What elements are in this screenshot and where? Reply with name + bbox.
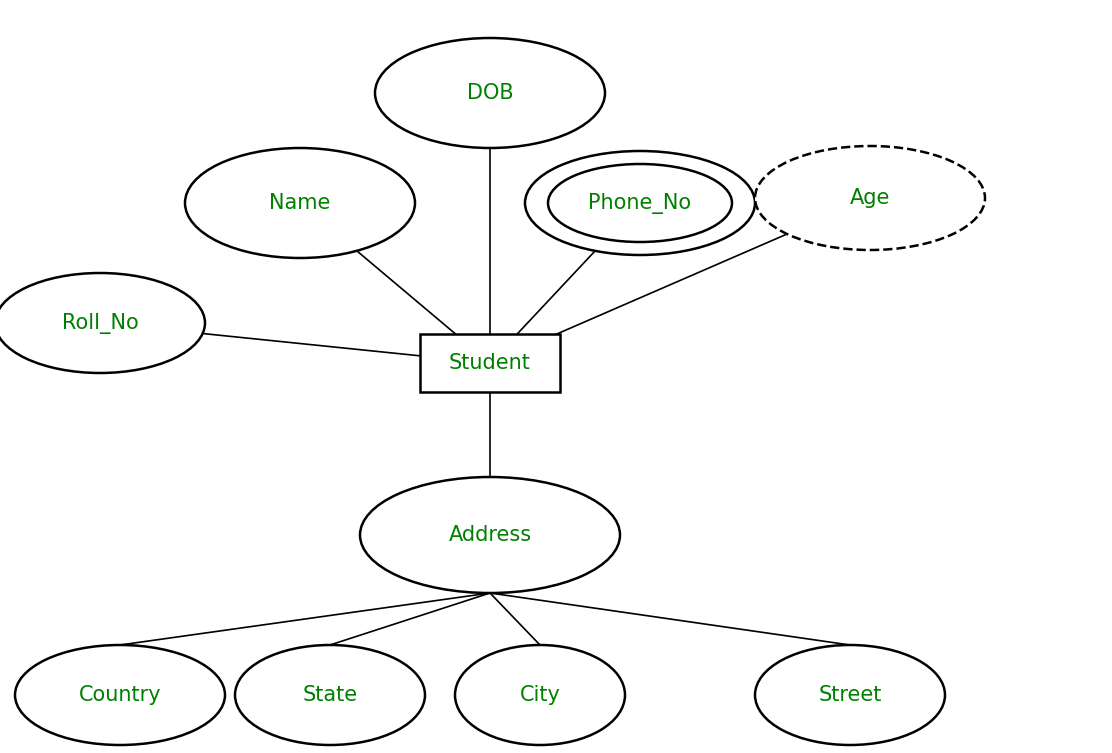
Ellipse shape bbox=[360, 477, 620, 593]
Ellipse shape bbox=[0, 273, 205, 373]
Ellipse shape bbox=[525, 151, 755, 255]
Ellipse shape bbox=[235, 645, 425, 745]
Text: DOB: DOB bbox=[467, 83, 514, 103]
Text: Street: Street bbox=[818, 685, 882, 705]
Ellipse shape bbox=[455, 645, 625, 745]
Text: Roll_No: Roll_No bbox=[61, 312, 138, 334]
Ellipse shape bbox=[548, 164, 732, 242]
Ellipse shape bbox=[185, 148, 415, 258]
Ellipse shape bbox=[755, 645, 945, 745]
FancyBboxPatch shape bbox=[420, 334, 560, 392]
Text: Phone_No: Phone_No bbox=[588, 193, 692, 214]
Text: Student: Student bbox=[449, 353, 530, 373]
Ellipse shape bbox=[375, 38, 605, 148]
Text: City: City bbox=[519, 685, 560, 705]
Text: Address: Address bbox=[448, 525, 532, 545]
Ellipse shape bbox=[14, 645, 225, 745]
Text: Country: Country bbox=[79, 685, 161, 705]
Ellipse shape bbox=[755, 146, 985, 250]
Text: Name: Name bbox=[269, 193, 330, 213]
Text: State: State bbox=[302, 685, 358, 705]
Text: Age: Age bbox=[850, 188, 891, 208]
